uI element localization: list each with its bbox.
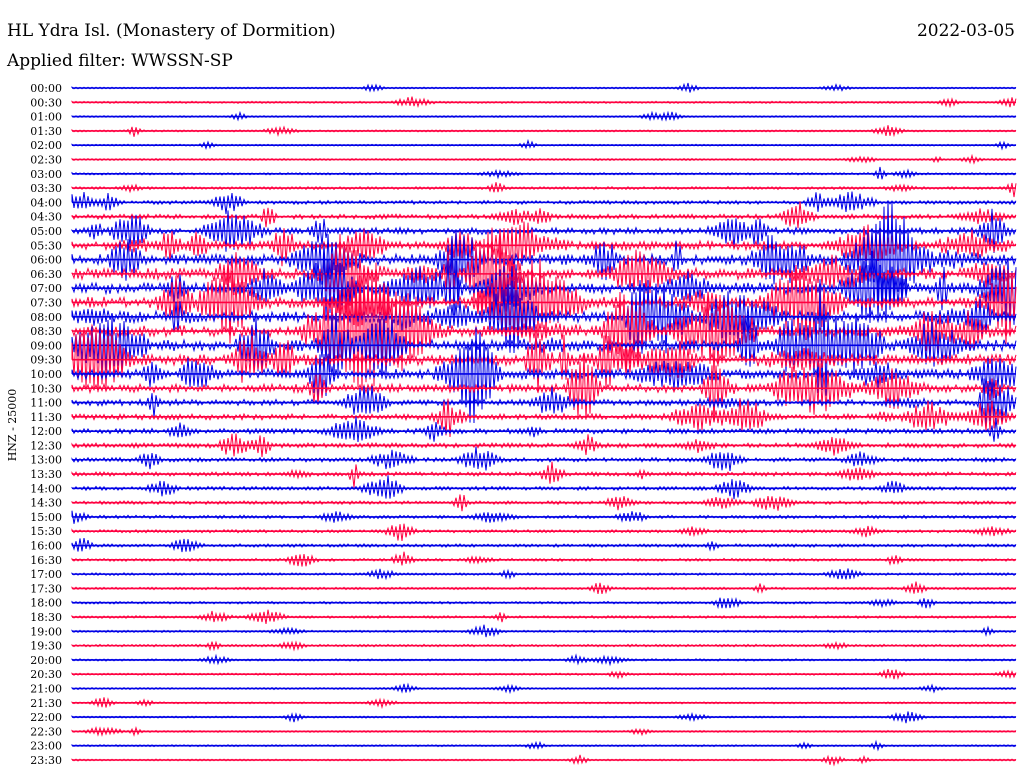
time-tick-label: 10:00 [30, 368, 62, 381]
time-tick-label: 01:00 [30, 111, 62, 124]
time-tick-label: 05:30 [30, 239, 62, 252]
time-tick-label: 18:30 [30, 611, 62, 624]
time-tick-label: 23:30 [30, 754, 62, 767]
time-tick-label: 21:30 [30, 697, 62, 710]
time-tick-label: 11:00 [30, 397, 62, 410]
seismic-trace-line [71, 221, 1017, 281]
time-tick-label: 09:30 [30, 354, 62, 367]
time-tick-label: 14:00 [30, 482, 62, 495]
time-tick-label: 01:30 [30, 125, 62, 138]
time-tick-label: 19:00 [30, 625, 62, 638]
time-tick-label: 20:00 [30, 654, 62, 667]
filter-label: Applied filter: WWSSN-SP [6, 51, 233, 71]
time-tick-label: 03:30 [30, 182, 62, 195]
time-tick-label: 11:30 [30, 411, 62, 424]
time-tick-label: 00:30 [30, 96, 62, 109]
time-tick-label: 21:00 [30, 683, 62, 696]
time-tick-label: 02:00 [30, 139, 62, 152]
time-tick-label: 15:00 [30, 511, 62, 524]
seismic-trace-line [71, 327, 1017, 393]
time-tick-label: 03:00 [30, 168, 62, 181]
seismic-trace-line [71, 182, 1017, 198]
time-tick-label: 23:00 [30, 740, 62, 753]
time-tick-label: 07:00 [30, 282, 62, 295]
time-tick-label: 06:30 [30, 268, 62, 281]
time-tick-label: 04:00 [30, 196, 62, 209]
time-tick-label: 10:30 [30, 382, 62, 395]
seismic-trace-line [71, 523, 1017, 542]
time-tick-label: 00:00 [30, 82, 62, 95]
station-title: HL Ydra Isl. (Monastery of Dormition) [7, 21, 336, 41]
time-tick-label: 16:30 [30, 554, 62, 567]
seismic-trace-line [71, 262, 1017, 390]
time-tick-label: 17:00 [30, 568, 62, 581]
time-tick-label: 15:30 [30, 525, 62, 538]
time-tick-label: 04:30 [30, 211, 62, 224]
time-tick-label: 05:00 [30, 225, 62, 238]
time-tick-label: 22:30 [30, 725, 62, 738]
seismic-trace-line [71, 446, 1017, 472]
time-tick-label: 08:00 [30, 311, 62, 324]
time-tick-label: 14:30 [30, 497, 62, 510]
time-tick-label: 19:30 [30, 640, 62, 653]
time-tick-label: 20:30 [30, 668, 62, 681]
time-tick-label: 08:30 [30, 325, 62, 338]
channel-label: HNZ - 25000 [6, 389, 19, 462]
time-tick-label: 16:00 [30, 540, 62, 553]
time-tick-label: 09:00 [30, 339, 62, 352]
seismic-trace-line [71, 416, 1017, 443]
time-tick-label: 02:30 [30, 153, 62, 166]
time-tick-label: 12:00 [30, 425, 62, 438]
time-tick-label: 18:00 [30, 597, 62, 610]
time-tick-label: 06:00 [30, 254, 62, 267]
time-tick-label: 13:00 [30, 454, 62, 467]
time-tick-label: 07:30 [30, 296, 62, 309]
time-tick-label: 17:30 [30, 582, 62, 595]
seismic-trace-line [71, 326, 1017, 424]
date-label: 2022-03-05 [917, 21, 1015, 41]
time-tick-label: 13:30 [30, 468, 62, 481]
time-tick-label: 12:30 [30, 439, 62, 452]
time-tick-label: 22:00 [30, 711, 62, 724]
seismic-trace-line [71, 475, 1017, 500]
